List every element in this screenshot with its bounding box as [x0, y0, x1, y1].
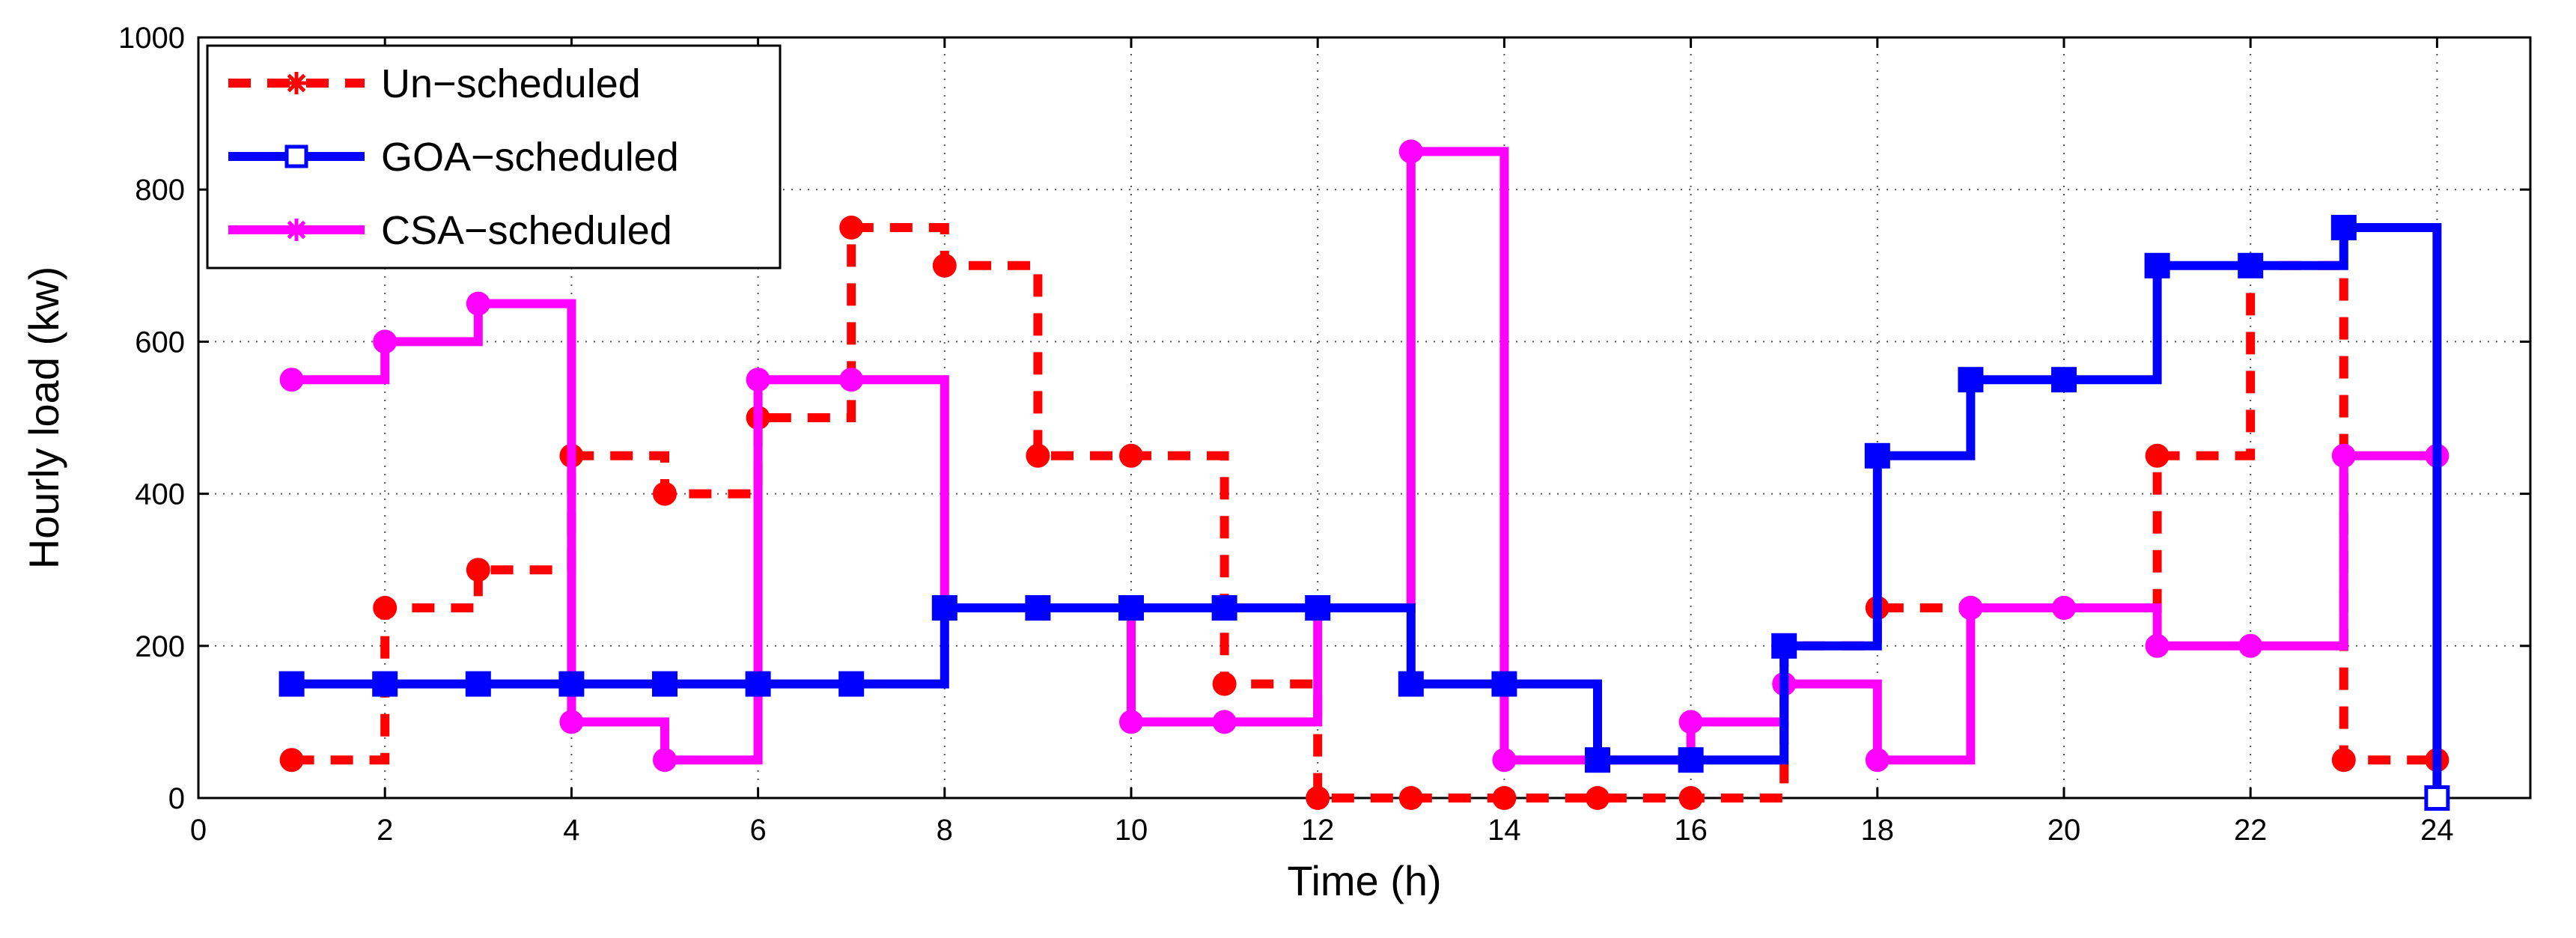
series-2-point	[1958, 367, 1984, 393]
x-tick-label: 16	[1674, 814, 1708, 847]
series-2-point	[1771, 633, 1797, 659]
series-2-point	[2144, 252, 2170, 278]
series-1-point	[373, 596, 398, 620]
series-3-point	[2052, 596, 2076, 620]
series-1-point	[2145, 443, 2169, 468]
series-3-point	[839, 368, 864, 392]
series-2-point	[1398, 671, 1424, 697]
series-2-point	[2238, 252, 2264, 278]
series-2-point	[838, 671, 865, 697]
legend-marker-stroke	[287, 220, 306, 240]
series-3-point	[2145, 633, 2169, 658]
series-1-point	[1492, 786, 1517, 810]
series-2-point	[2051, 367, 2077, 393]
series-2-point	[372, 671, 398, 697]
series-1-point	[653, 481, 677, 506]
x-tick-label: 8	[937, 814, 953, 847]
series-1-point	[1026, 443, 1050, 468]
series-1-point	[279, 748, 304, 773]
series-2-point	[931, 595, 957, 621]
legend-label-2: GOA−scheduled	[381, 135, 679, 180]
series-2-point-hollow	[2428, 789, 2446, 807]
legend-marker-stroke	[287, 73, 306, 93]
x-tick-label: 12	[1301, 814, 1335, 847]
series-2-point	[1305, 595, 1331, 621]
series-2	[278, 215, 2450, 811]
series-1-point	[1306, 786, 1330, 810]
series-2-line	[291, 223, 2442, 798]
series-3-point	[1865, 748, 1890, 773]
series-3-point	[1678, 710, 1703, 734]
series-2-point	[465, 671, 491, 697]
series-1-point	[1398, 786, 1423, 810]
legend-marker-1	[285, 72, 308, 94]
x-tick-label: 10	[1115, 814, 1148, 847]
series-3-point	[653, 748, 677, 773]
x-tick-label: 20	[2047, 814, 2081, 847]
series-1-point	[839, 216, 864, 240]
series-2-point	[1585, 747, 1610, 773]
series-2-point	[1025, 595, 1051, 621]
series-3-point	[466, 291, 490, 316]
series-2-point	[1211, 595, 1237, 621]
y-tick-label: 0	[168, 782, 185, 815]
legend-marker-2	[284, 144, 308, 168]
y-tick-label: 400	[135, 478, 185, 511]
x-tick-label: 0	[190, 814, 207, 847]
series-1-point	[1119, 443, 1143, 468]
x-tick-label: 18	[1861, 814, 1895, 847]
series-1-point	[1212, 671, 1237, 696]
series-3-point	[559, 710, 584, 734]
y-tick-label: 800	[135, 174, 185, 207]
series-3-point	[279, 368, 304, 392]
series-3-point	[746, 368, 770, 392]
x-tick-label: 2	[377, 814, 393, 847]
series-2-point	[1491, 671, 1517, 697]
series-2-point	[558, 671, 585, 697]
x-tick-label: 6	[749, 814, 766, 847]
y-axis-label: Hourly load (kw)	[20, 267, 67, 570]
series-3-point	[2331, 443, 2356, 468]
series-2-point	[745, 671, 771, 697]
series-3-point	[2238, 633, 2263, 658]
series-3-point	[1958, 596, 1983, 620]
series-2-point	[652, 671, 678, 697]
legend-label-1: Un−scheduled	[381, 61, 641, 106]
legend-marker-3	[285, 219, 308, 241]
x-tick-label: 14	[1488, 814, 1521, 847]
series-3-point	[1119, 710, 1143, 734]
legend: Un−scheduled GOA−scheduled CSA−scheduled	[206, 44, 782, 269]
legend-label-3: CSA−scheduled	[381, 208, 672, 253]
series-3-point	[1492, 748, 1517, 773]
series-1-point	[932, 253, 957, 278]
series-3-point	[1398, 139, 1423, 164]
series-group	[278, 139, 2450, 811]
x-axis-label: Time (h)	[1287, 857, 1441, 904]
series-2-point	[2330, 215, 2357, 240]
series-3-point	[1212, 710, 1237, 734]
x-tick-label: 22	[2234, 814, 2268, 847]
series-1-point	[2331, 748, 2356, 773]
series-3-point	[373, 329, 398, 354]
plot-area-frame	[197, 36, 2532, 800]
series-1-point	[1586, 786, 1610, 810]
series-1-point	[1678, 786, 1703, 810]
y-tick-label: 1000	[118, 22, 185, 55]
series-2-point	[1864, 442, 1890, 469]
x-tick-label: 24	[2420, 814, 2454, 847]
x-tick-label: 4	[563, 814, 579, 847]
series-2-point	[1118, 595, 1144, 621]
series-2-point	[278, 671, 305, 697]
y-tick-label: 200	[135, 630, 185, 663]
series-1-point	[466, 558, 490, 582]
series-2-point	[1678, 747, 1704, 773]
y-tick-label: 600	[135, 326, 185, 359]
